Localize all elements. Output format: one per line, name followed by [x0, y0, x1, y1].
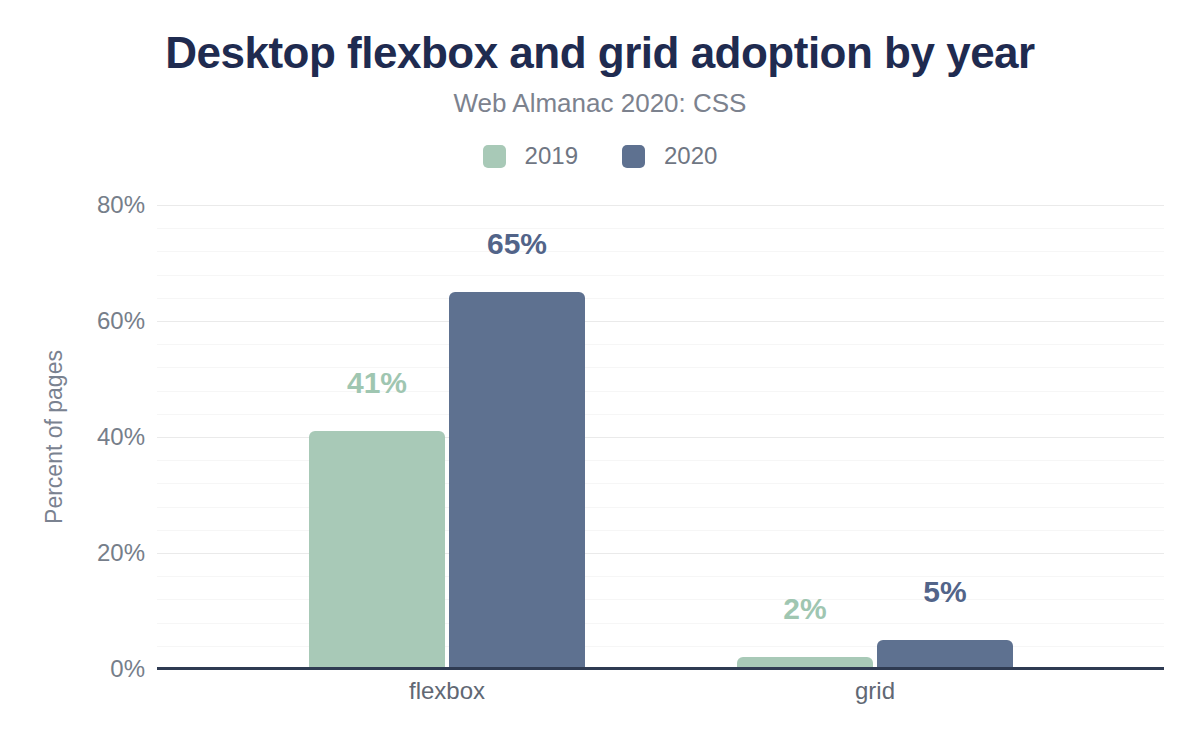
minor-gridline	[157, 251, 1164, 252]
major-gridline	[157, 205, 1164, 206]
y-tick-label-60%: 60%	[55, 306, 145, 336]
x-axis-line	[157, 667, 1164, 670]
bar-label-2019-flexbox: 41%	[307, 367, 447, 399]
legend: 2019 2020	[0, 142, 1200, 170]
legend-item-2019: 2019	[483, 142, 578, 170]
minor-gridline	[157, 228, 1164, 229]
x-tick-label-grid: grid	[755, 676, 995, 706]
minor-gridline	[157, 344, 1164, 345]
chart-canvas: Desktop flexbox and grid adoption by yea…	[0, 0, 1200, 742]
legend-label-2019: 2019	[525, 142, 578, 170]
x-tick-label-flexbox: flexbox	[327, 676, 567, 706]
legend-label-2020: 2020	[664, 142, 717, 170]
bar-label-2020-flexbox: 65%	[447, 228, 587, 260]
bar-label-2019-grid: 2%	[735, 593, 875, 625]
chart-title: Desktop flexbox and grid adoption by yea…	[0, 28, 1200, 78]
minor-gridline	[157, 298, 1164, 299]
y-tick-label-40%: 40%	[55, 422, 145, 452]
bar-label-2020-grid: 5%	[875, 576, 1015, 608]
legend-swatch-2019-icon	[483, 145, 506, 168]
legend-item-2020: 2020	[622, 142, 717, 170]
bar-2020-grid	[877, 640, 1013, 669]
minor-gridline	[157, 275, 1164, 276]
y-tick-label-0%: 0%	[55, 654, 145, 684]
major-gridline	[157, 321, 1164, 322]
minor-gridline	[157, 414, 1164, 415]
y-tick-label-20%: 20%	[55, 538, 145, 568]
y-tick-label-80%: 80%	[55, 190, 145, 220]
chart-subtitle: Web Almanac 2020: CSS	[0, 88, 1200, 119]
legend-swatch-2020-icon	[622, 145, 645, 168]
bar-2020-flexbox	[449, 292, 585, 669]
bar-2019-flexbox	[309, 431, 445, 669]
